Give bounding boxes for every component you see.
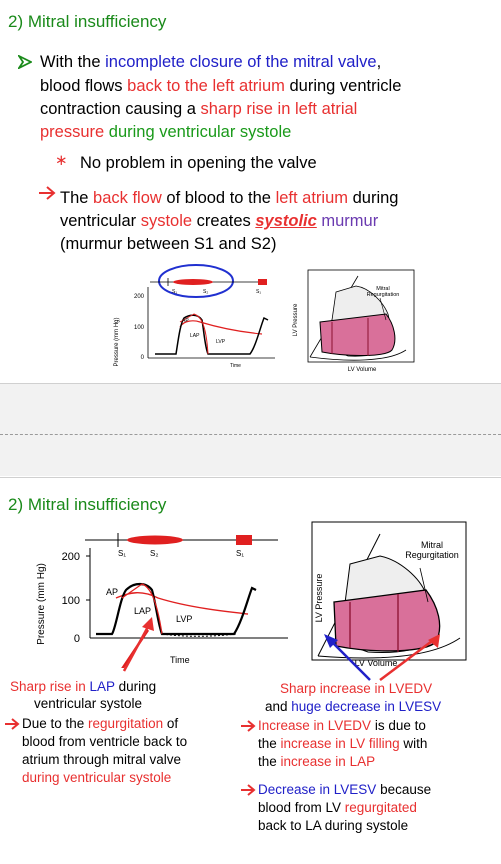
s2-label-large: S₂ (150, 549, 158, 558)
red-arrow-left (122, 617, 154, 672)
murmur-bar-large (127, 535, 183, 545)
pointer-arrows-right (324, 634, 440, 681)
y-tick-0: 0 (141, 355, 145, 361)
sub-bullet: No problem in opening the valve (80, 154, 317, 172)
y-tick-100-large: 100 (62, 595, 80, 607)
page-break-divider (0, 434, 501, 435)
arrow-right-icon-4 (240, 783, 256, 801)
right-text-line-5: the increase in LAP (258, 754, 376, 769)
ap-label-large: AP (106, 587, 118, 597)
arrow-right-icon-3 (240, 719, 256, 737)
slide-title: 2) Mitral insufficiency (8, 12, 167, 31)
loop-area (319, 313, 396, 357)
left-text-line-1: Sharp rise in LAP during (10, 679, 157, 694)
arrow-right-icon-2 (4, 717, 20, 735)
pressure-graph-small: S₁ S₂ S₁ Pressure (mm Hg) 200 100 0 AP L… (114, 264, 275, 369)
loop-x-label-large: LV Volume (355, 658, 398, 668)
asterisk-bullet-icon: ∗ (55, 152, 68, 169)
lap-label: LAP (190, 333, 200, 339)
s1-label: S₁ (172, 289, 177, 295)
right-text-line-1: Sharp increase in LVEDV (280, 681, 433, 696)
ap-label: AP (182, 318, 189, 324)
blue-arrow (329, 639, 371, 681)
x-axis-label-large: Time (170, 655, 190, 665)
s1b-label: S₁ (256, 289, 261, 295)
bullet-2-line-1: The back flow of blood to the left atriu… (60, 189, 399, 207)
pressure-graph-large: S₁ S₂ S₁ Pressure (mm Hg) 200 100 0 AP L… (36, 533, 288, 668)
slide-1: 2) Mitral insufficiency With the incompl… (0, 0, 501, 384)
left-text-line-3: Due to the regurgitation of (22, 716, 179, 731)
arrow-right-icon (38, 186, 56, 205)
bullet-1-line-2: blood flows back to the left atrium duri… (40, 77, 402, 95)
x-axis-label: Time (230, 363, 241, 369)
right-text-line-8: back to LA during systole (258, 818, 409, 833)
loop-label-1: Mitral (376, 286, 389, 292)
right-text-line-4: the increase in LV filling with (258, 736, 428, 751)
bullet-2-line-2: ventricular systole creates systolic mur… (60, 212, 379, 230)
s1-label-large: S₁ (118, 549, 126, 558)
left-text-line-2: ventricular systole (34, 696, 143, 711)
right-text-line-3: Increase in LVEDV is due to (258, 718, 426, 733)
arrowhead-bullet-icon (16, 53, 34, 74)
slide-gap (0, 384, 501, 476)
bullet-1-line-4: pressure during ventricular systole (40, 123, 292, 141)
bullet-1-line-3: contraction causing a sharp rise in left… (40, 100, 358, 118)
loop-label-2-large: Regurgitation (405, 550, 459, 560)
lvp-label-large: LVP (176, 614, 192, 624)
y-tick-0-large: 0 (74, 633, 80, 645)
lvp-label: LVP (216, 339, 226, 345)
murmur-bar (173, 279, 213, 285)
right-text-line-7: blood from LV regurgitated (258, 800, 417, 815)
y-tick-200-large: 200 (62, 551, 80, 563)
red-arrow-right (379, 637, 437, 681)
loop-y-label: LV Pressure (293, 303, 299, 336)
bullet-1-line-1: With the incomplete closure of the mitra… (40, 53, 382, 71)
y-axis-label: Pressure (mm Hg) (114, 317, 120, 366)
slide-title-2: 2) Mitral insufficiency (8, 495, 167, 514)
left-text-line-6: during ventricular systole (22, 770, 172, 785)
lap-label-large: LAP (134, 606, 151, 616)
s1b-label-large: S₁ (236, 549, 244, 558)
left-text-line-4: blood from ventricle back to (22, 734, 188, 749)
loop-label-2: Regurgitation (367, 292, 400, 298)
y-tick-200: 200 (134, 294, 145, 300)
loop-label-1-large: Mitral (421, 540, 443, 550)
right-text-line-6: Decrease in LVESV because (258, 782, 432, 797)
left-text-line-5: atrium through mitral valve (22, 752, 182, 767)
loop-x-label: LV Volume (348, 367, 377, 373)
right-text-line-2: and huge decrease in LVESV (265, 699, 442, 714)
bullet-2-line-3: (murmur between S1 and S2) (60, 235, 277, 253)
slide-2: 2) Mitral insufficiency S₁ S₂ S₁ Pressur… (0, 477, 501, 864)
y-axis-label-large: Pressure (mm Hg) (36, 563, 47, 645)
murmur-circle (158, 264, 234, 298)
pv-loop-large: Mitral Regurgitation LV Pressure LV Volu… (311, 521, 467, 668)
y-tick-100: 100 (134, 325, 145, 331)
pv-loop-small: Mitral Regurgitation LV Pressure LV Volu… (293, 269, 415, 373)
loop-y-label-large: LV Pressure (314, 574, 324, 623)
s2-label: S₂ (203, 289, 208, 295)
